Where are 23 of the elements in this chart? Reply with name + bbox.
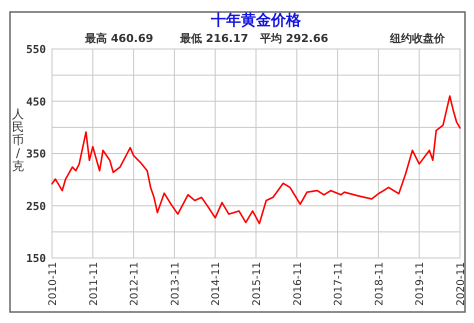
x-tick-label: 2020-11	[455, 262, 467, 306]
text: 平均 292.66	[259, 32, 329, 45]
x-tick-label: 2018-11	[373, 262, 386, 306]
y-tick-label: 550	[26, 43, 46, 56]
x-tick-label: 2017-11	[332, 262, 345, 306]
x-tick-label: 2010-11	[47, 262, 59, 306]
chart-title: 十年黄金价格	[210, 11, 302, 29]
y-tick-label: 450	[26, 95, 46, 108]
x-tick-label: 2014-11	[210, 262, 222, 306]
x-tick-label: 2012-11	[128, 262, 141, 306]
x-tick-label: 2016-11	[292, 262, 304, 306]
y-tick-label: 250	[26, 200, 46, 213]
y-tick-label: 150	[26, 252, 46, 265]
y-axis-title: 人民币/克	[12, 107, 24, 173]
text: 最低 216.17	[179, 32, 248, 45]
text: 纽约收盘价	[389, 32, 446, 45]
x-tick-label: 2019-11	[414, 262, 426, 306]
x-tick-label: 2015-11	[251, 262, 263, 306]
x-tick-label: 2013-11	[169, 262, 182, 306]
line-series	[51, 95, 461, 224]
y-tick-label: 350	[26, 148, 46, 160]
text: 最高 460.69	[84, 32, 154, 45]
x-tick-label: 2011-11	[88, 262, 100, 306]
